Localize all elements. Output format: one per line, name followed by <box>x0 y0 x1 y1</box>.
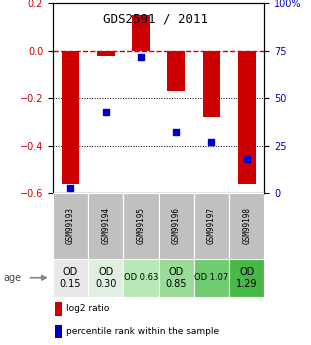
Bar <box>229 193 264 259</box>
Point <box>174 130 179 135</box>
Bar <box>229 259 264 297</box>
Text: age: age <box>3 273 21 283</box>
Bar <box>55 325 63 338</box>
Text: GSM99197: GSM99197 <box>207 207 216 245</box>
Bar <box>53 259 88 297</box>
Text: OD
0.85: OD 0.85 <box>165 267 187 288</box>
Point <box>138 54 143 59</box>
Text: OD 0.63: OD 0.63 <box>124 273 158 282</box>
Text: GSM99195: GSM99195 <box>137 207 146 245</box>
Bar <box>123 193 159 259</box>
Point <box>103 109 108 115</box>
Text: GSM99193: GSM99193 <box>66 207 75 245</box>
Point <box>209 139 214 145</box>
Bar <box>194 259 229 297</box>
Text: OD 1.07: OD 1.07 <box>194 273 229 282</box>
Text: OD
0.30: OD 0.30 <box>95 267 116 288</box>
Bar <box>53 193 88 259</box>
Bar <box>123 259 159 297</box>
Bar <box>88 193 123 259</box>
Text: log2 ratio: log2 ratio <box>66 304 109 313</box>
Text: GSM99194: GSM99194 <box>101 207 110 245</box>
Bar <box>55 302 63 316</box>
Bar <box>159 259 194 297</box>
Bar <box>62 51 79 184</box>
Bar <box>159 193 194 259</box>
Bar <box>194 193 229 259</box>
Bar <box>88 259 123 297</box>
Point <box>68 185 73 190</box>
Text: GSM99198: GSM99198 <box>242 207 251 245</box>
Text: GSM99196: GSM99196 <box>172 207 181 245</box>
Bar <box>238 51 256 184</box>
Text: OD
0.15: OD 0.15 <box>60 267 81 288</box>
Text: percentile rank within the sample: percentile rank within the sample <box>66 327 219 336</box>
Bar <box>203 51 220 117</box>
Text: OD
1.29: OD 1.29 <box>236 267 258 288</box>
Bar <box>167 51 185 91</box>
Text: GDS2591 / 2011: GDS2591 / 2011 <box>103 12 208 25</box>
Bar <box>97 51 114 56</box>
Bar <box>132 15 150 51</box>
Point <box>244 156 249 162</box>
